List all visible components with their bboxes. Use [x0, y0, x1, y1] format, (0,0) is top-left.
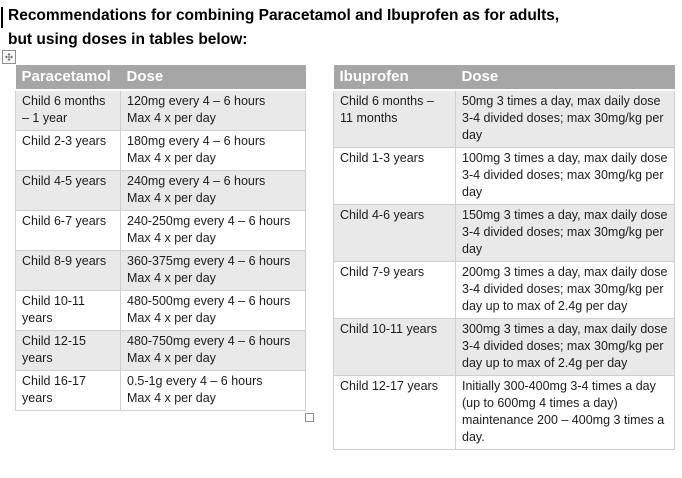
- dose-line: 100mg 3 times a day, max daily dose 3-4 …: [462, 151, 668, 199]
- paracetamol-table-container: Paracetamol Dose Child 6 months – 1 year 1…: [15, 65, 314, 422]
- dose-line: Max 4 x per day: [127, 351, 216, 365]
- dose-cell: 240mg every 4 – 6 hours Max 4 x per day: [120, 170, 306, 211]
- dose-cell: 300mg 3 times a day, max daily dose 3-4 …: [455, 318, 675, 376]
- dose-line: Max 4 x per day: [127, 231, 216, 245]
- dose-line: 240-250mg every 4 – 6 hours: [127, 214, 291, 228]
- paracetamol-header-row: Paracetamol Dose: [15, 65, 306, 91]
- table-row: Child 10-11 years 480-500mg every 4 – 6 h…: [15, 290, 306, 331]
- dose-line: 150mg 3 times a day, max daily dose 3-4 …: [462, 208, 668, 256]
- move-icon: [4, 52, 14, 62]
- ibuprofen-table-container: Ibuprofen Dose Child 6 months – 11 months…: [333, 65, 675, 450]
- age-cell: Child 16-17 years: [15, 370, 121, 411]
- dose-line: 240mg every 4 – 6 hours: [127, 174, 266, 188]
- title-line-1: Recommendations for combining Paracetamo…: [8, 7, 560, 24]
- dose-cell: 200mg 3 times a day, max daily dose 3-4 …: [455, 261, 675, 319]
- ibuprofen-table-header: Ibuprofen Dose: [333, 65, 675, 91]
- table-row: Child 12-17 years Initially 300-400mg 3-4…: [333, 375, 675, 450]
- table-row: Child 2-3 years 180mg every 4 – 6 hours Ma…: [15, 130, 306, 171]
- dose-cell: Initially 300-400mg 3-4 times a day (up …: [455, 375, 675, 450]
- dose-cell: 180mg every 4 – 6 hours Max 4 x per day: [120, 130, 306, 171]
- dose-line: 200mg 3 times a day, max daily dose 3-4 …: [462, 265, 668, 313]
- dose-line: Max 4 x per day: [127, 311, 216, 325]
- age-cell: Child 8-9 years: [15, 250, 121, 291]
- table-row: Child 12-15 years 480-750mg every 4 – 6 h…: [15, 330, 306, 371]
- age-cell: Child 6 months – 1 year: [15, 89, 121, 131]
- dose-line: 480-750mg every 4 – 6 hours: [127, 334, 291, 348]
- column-header: Ibuprofen: [333, 65, 456, 91]
- dose-line: 0.5-1g every 4 – 6 hours: [127, 374, 263, 388]
- age-cell: Child 4-5 years: [15, 170, 121, 211]
- dose-cell: 480-500mg every 4 – 6 hours Max 4 x per d…: [120, 290, 306, 331]
- ibuprofen-header-row: Ibuprofen Dose: [333, 65, 675, 91]
- dose-line: Initially 300-400mg 3-4 times a day (up …: [462, 379, 665, 444]
- column-header: Dose: [455, 65, 675, 91]
- age-cell: Child 12-17 years: [333, 375, 456, 450]
- dose-line: 180mg every 4 – 6 hours: [127, 134, 266, 148]
- age-cell: Child 7-9 years: [333, 261, 456, 319]
- age-cell: Child 6-7 years: [15, 210, 121, 251]
- dose-cell: 480-750mg every 4 – 6 hours Max 4 x per d…: [120, 330, 306, 371]
- dose-line: 480-500mg every 4 – 6 hours: [127, 294, 291, 308]
- age-cell: Child 4-6 years: [333, 204, 456, 262]
- dose-line: 360-375mg every 4 – 6 hours: [127, 254, 291, 268]
- dose-line: Max 4 x per day: [127, 391, 216, 405]
- column-header: Paracetamol: [15, 65, 121, 91]
- title-line-2: but using doses in tables below:: [8, 31, 248, 48]
- table-row: Child 4-5 years 240mg every 4 – 6 hours Ma…: [15, 170, 306, 211]
- paracetamol-table-header: Paracetamol Dose: [15, 65, 306, 91]
- table-row: Child 16-17 years 0.5-1g every 4 – 6 hour…: [15, 370, 306, 411]
- table-row: Child 6 months – 11 months 50mg 3 times a…: [333, 89, 675, 148]
- dose-line: Max 4 x per day: [127, 151, 216, 165]
- dose-line: 120mg every 4 – 6 hours: [127, 94, 266, 108]
- age-cell: Child 10-11 years: [333, 318, 456, 376]
- dose-cell: 0.5-1g every 4 – 6 hours Max 4 x per day: [120, 370, 306, 411]
- dose-line: Max 4 x per day: [127, 191, 216, 205]
- age-cell: Child 6 months – 11 months: [333, 89, 456, 148]
- age-cell: Child 12-15 years: [15, 330, 121, 371]
- ibuprofen-table: Ibuprofen Dose Child 6 months – 11 months…: [333, 65, 675, 450]
- table-row: Child 8-9 years 360-375mg every 4 – 6 hou…: [15, 250, 306, 291]
- dose-cell: 120mg every 4 – 6 hours Max 4 x per day: [120, 89, 306, 131]
- dose-cell: 150mg 3 times a day, max daily dose 3-4 …: [455, 204, 675, 262]
- document-title: Recommendations for combining Paracetamo…: [8, 4, 559, 52]
- dose-line: 300mg 3 times a day, max daily dose 3-4 …: [462, 322, 668, 370]
- table-resize-handle[interactable]: [305, 413, 314, 422]
- column-header: Dose: [120, 65, 306, 91]
- age-cell: Child 2-3 years: [15, 130, 121, 171]
- table-row: Child 7-9 years 200mg 3 times a day, max …: [333, 261, 675, 319]
- dose-cell: 50mg 3 times a day, max daily dose 3-4 d…: [455, 89, 675, 148]
- table-row: Child 1-3 years 100mg 3 times a day, max …: [333, 147, 675, 205]
- table-row: Child 6 months – 1 year 120mg every 4 – 6…: [15, 89, 306, 131]
- dose-line: 50mg 3 times a day, max daily dose 3-4 d…: [462, 94, 664, 142]
- age-cell: Child 1-3 years: [333, 147, 456, 205]
- table-row: Child 6-7 years 240-250mg every 4 – 6 hou…: [15, 210, 306, 251]
- table-row: Child 4-6 years 150mg 3 times a day, max …: [333, 204, 675, 262]
- age-cell: Child 10-11 years: [15, 290, 121, 331]
- table-row: Child 10-11 years 300mg 3 times a day, ma…: [333, 318, 675, 376]
- paracetamol-table: Paracetamol Dose Child 6 months – 1 year 1…: [15, 65, 306, 411]
- text-cursor: [1, 7, 3, 28]
- dose-line: Max 4 x per day: [127, 271, 216, 285]
- paracetamol-table-body: Child 6 months – 1 year 120mg every 4 – 6…: [15, 89, 306, 411]
- ibuprofen-table-body: Child 6 months – 11 months 50mg 3 times a…: [333, 89, 675, 450]
- dose-line: Max 4 x per day: [127, 111, 216, 125]
- dose-cell: 360-375mg every 4 – 6 hours Max 4 x per d…: [120, 250, 306, 291]
- dose-cell: 240-250mg every 4 – 6 hours Max 4 x per d…: [120, 210, 306, 251]
- table-move-handle[interactable]: [2, 50, 16, 64]
- dose-cell: 100mg 3 times a day, max daily dose 3-4 …: [455, 147, 675, 205]
